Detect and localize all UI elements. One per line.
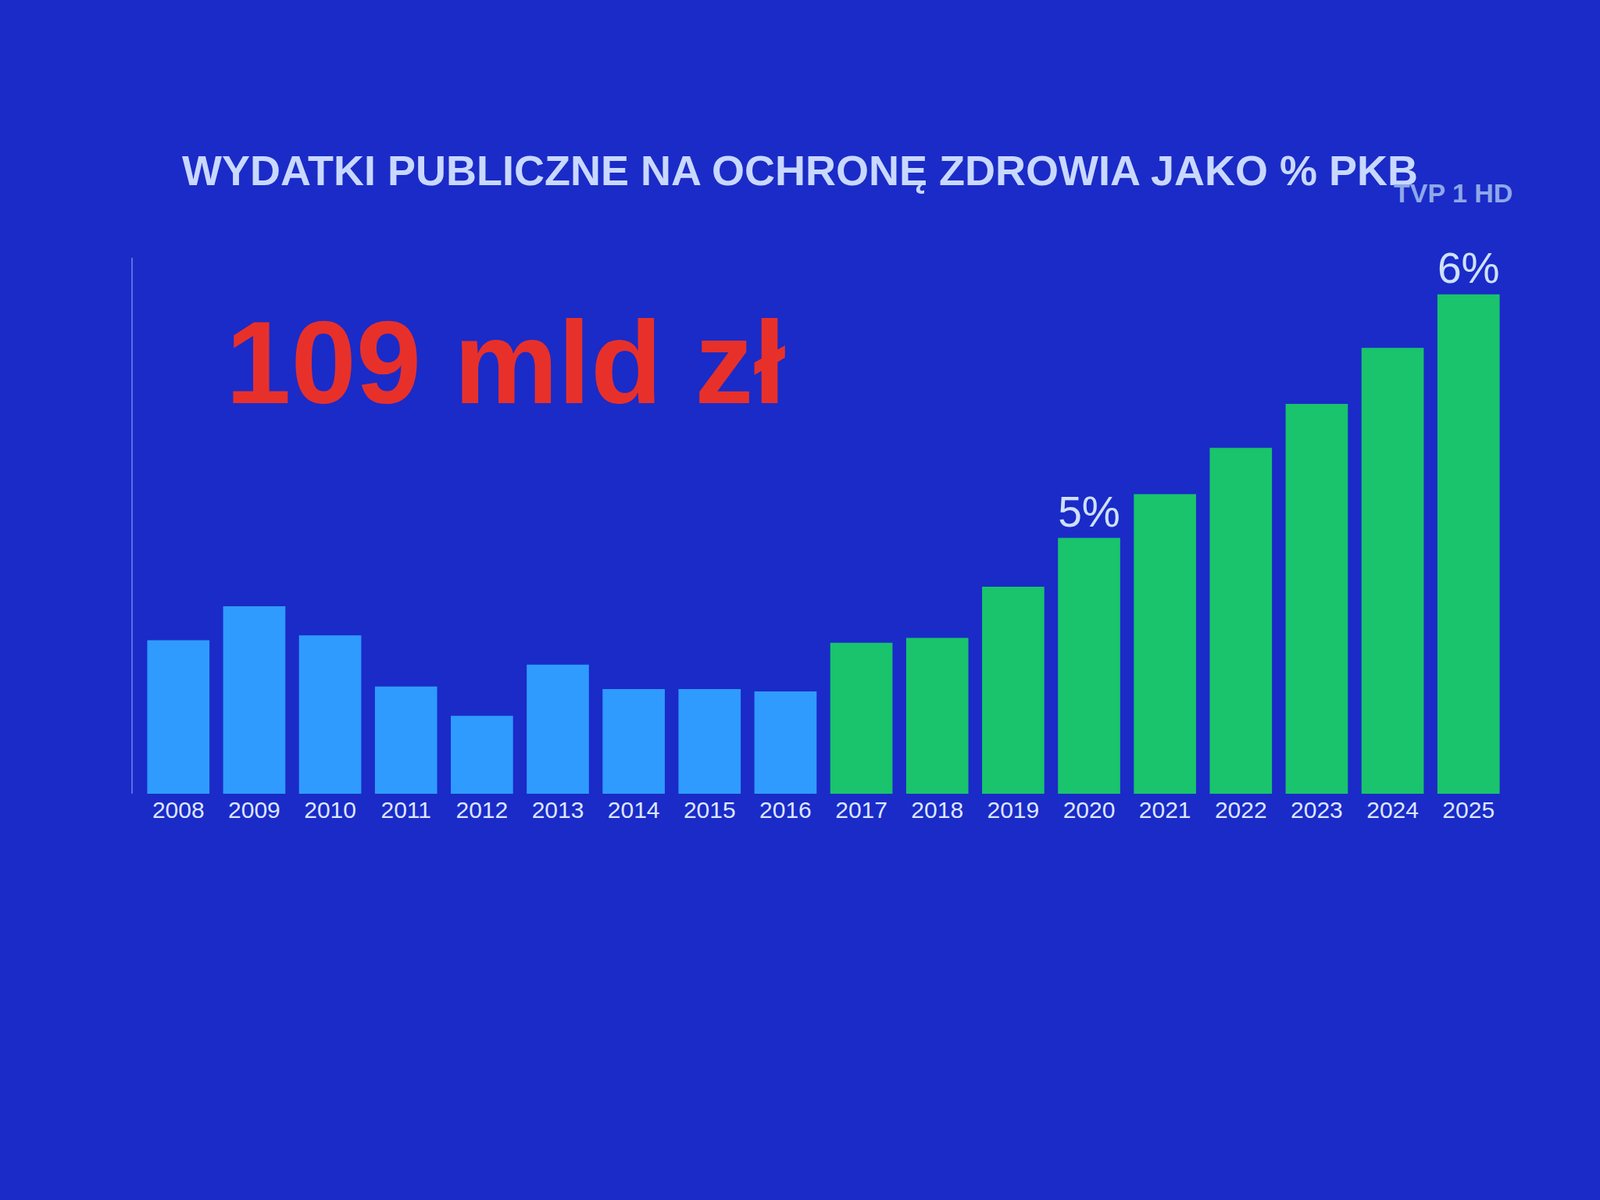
svg-text:2018: 2018 [910,796,964,823]
svg-text:6%: 6% [1437,243,1500,293]
svg-text:109 mld zł: 109 mld zł [225,296,786,429]
svg-text:2012: 2012 [455,796,508,823]
svg-text:2019: 2019 [986,796,1040,823]
svg-text:2009: 2009 [228,796,281,823]
svg-text:2008: 2008 [152,796,205,823]
svg-text:2024: 2024 [1366,796,1419,823]
svg-text:2010: 2010 [303,796,357,823]
svg-text:2025: 2025 [1442,796,1495,823]
svg-text:WYDATKI PUBLICZNE NA OCHRONĘ Z: WYDATKI PUBLICZNE NA OCHRONĘ ZDROWIA JAK… [182,146,1418,194]
svg-text:2016: 2016 [759,796,812,823]
svg-text:2011: 2011 [380,796,432,823]
svg-text:2014: 2014 [607,796,661,823]
svg-text:2023: 2023 [1290,796,1343,823]
svg-text:TVP 1 HD: TVP 1 HD [1393,178,1513,208]
svg-text:5%: 5% [1057,487,1121,536]
svg-text:2015: 2015 [683,796,736,823]
svg-text:2021: 2021 [1139,796,1192,823]
svg-text:2017: 2017 [835,796,888,823]
svg-text:2020: 2020 [1063,796,1116,823]
svg-text:2022: 2022 [1214,796,1268,823]
svg-text:2013: 2013 [532,796,585,823]
